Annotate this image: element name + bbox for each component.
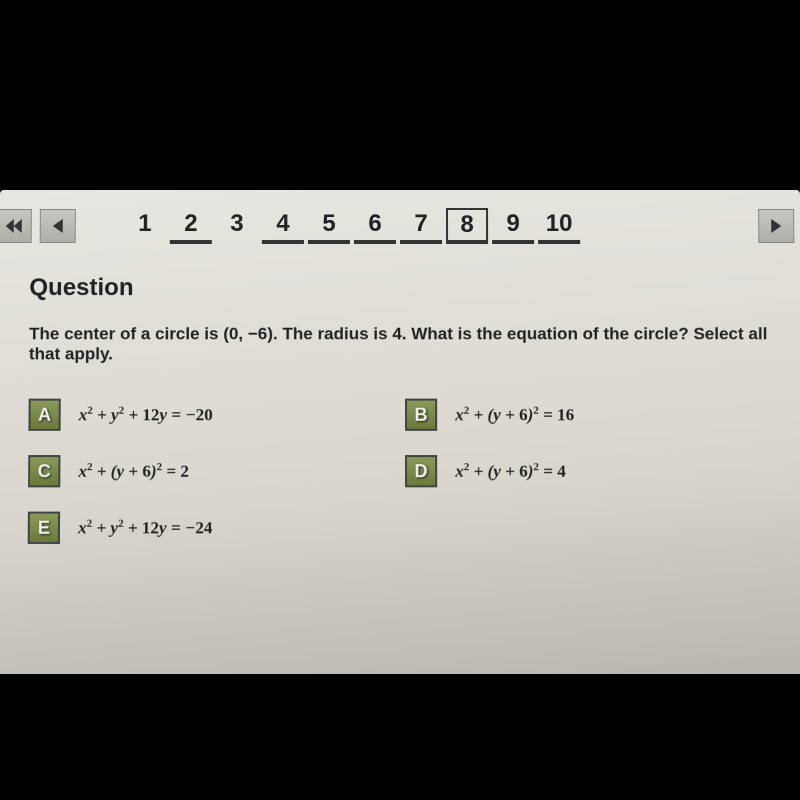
answer-grid: Ax2 + y2 + 12y = −20 Bx2 + (y + 6)2 = 16 C…: [28, 399, 752, 544]
answer-option-b: Bx2 + (y + 6)2 = 16: [405, 399, 751, 431]
page-number-4[interactable]: 4: [262, 208, 304, 244]
page-number-1[interactable]: 1: [124, 208, 166, 244]
page-number-8[interactable]: 8: [446, 208, 488, 244]
answer-option-d: Dx2 + (y + 6)2 = 4: [405, 455, 752, 487]
answer-formula-e: x2 + y2 + 12y = −24: [78, 517, 212, 538]
page-number-6[interactable]: 6: [354, 208, 396, 244]
answer-option-c: Cx2 + (y + 6)2 = 2: [28, 455, 375, 487]
answer-checkbox-e[interactable]: E: [28, 512, 60, 544]
page-number-list: 12345678910: [124, 208, 580, 244]
answer-formula-c: x2 + (y + 6)2 = 2: [78, 461, 189, 482]
chevron-left-icon: [52, 219, 64, 233]
answer-formula-a: x2 + y2 + 12y = −20: [79, 404, 213, 425]
pagination-bar: 12345678910: [0, 190, 800, 254]
question-text: The center of a circle is (0, −6). The r…: [29, 324, 771, 364]
prev-page-button[interactable]: [40, 209, 76, 243]
page-number-10[interactable]: 10: [538, 208, 580, 244]
next-page-button[interactable]: [758, 209, 794, 243]
answer-checkbox-a[interactable]: A: [28, 399, 60, 431]
question-content: Question The center of a circle is (0, −…: [0, 254, 800, 564]
page-number-3[interactable]: 3: [216, 208, 258, 244]
answer-formula-d: x2 + (y + 6)2 = 4: [455, 461, 566, 482]
first-page-button[interactable]: [0, 209, 32, 243]
chevron-right-icon: [770, 219, 782, 233]
answer-checkbox-b[interactable]: B: [405, 399, 437, 431]
answer-checkbox-d[interactable]: D: [405, 455, 437, 487]
rewind-icon: [5, 219, 23, 233]
answer-checkbox-c[interactable]: C: [28, 455, 60, 487]
answer-formula-b: x2 + (y + 6)2 = 16: [455, 404, 574, 425]
page-number-9[interactable]: 9: [492, 208, 534, 244]
page-number-5[interactable]: 5: [308, 208, 350, 244]
quiz-screen: 12345678910 Question The center of a cir…: [0, 190, 800, 674]
page-number-7[interactable]: 7: [400, 208, 442, 244]
page-number-2[interactable]: 2: [170, 208, 212, 244]
answer-option-e: Ex2 + y2 + 12y = −24: [28, 512, 375, 544]
answer-option-a: Ax2 + y2 + 12y = −20: [28, 399, 374, 431]
question-heading: Question: [29, 274, 770, 302]
